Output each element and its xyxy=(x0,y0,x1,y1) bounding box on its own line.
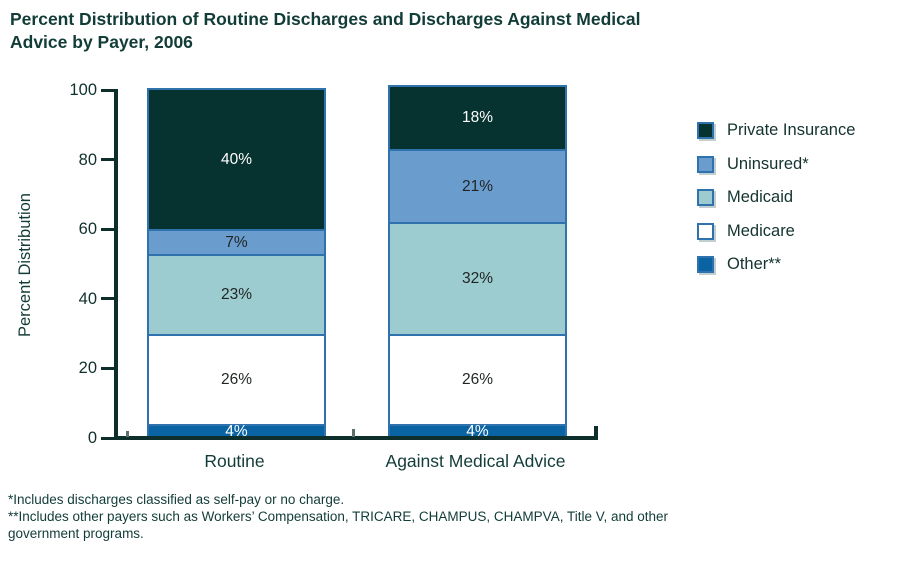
segment-value-label: 4% xyxy=(225,423,248,441)
bar-segment-medicaid: 32% xyxy=(390,222,565,334)
legend-item-medicare: Medicare xyxy=(697,222,855,241)
x-label-against-medical-advice: Against Medical Advice xyxy=(385,451,566,471)
baseline-tick-mid xyxy=(352,429,355,437)
segment-value-label: 21% xyxy=(461,177,494,195)
segment-value-label: 26% xyxy=(461,371,494,389)
y-axis-title: Percent Distribution xyxy=(16,193,34,337)
y-tick-100 xyxy=(101,88,114,92)
bar-segment-private-insurance: 40% xyxy=(149,90,324,230)
legend-item-medicaid: Medicaid xyxy=(697,188,855,207)
segment-value-label: 7% xyxy=(225,233,248,251)
bar-segment-medicare: 26% xyxy=(149,333,324,425)
x-axis-line xyxy=(114,436,598,440)
footnotes: *Includes discharges classified as self-… xyxy=(8,491,708,542)
baseline-tick-left xyxy=(126,431,129,437)
legend-swatch-icon xyxy=(697,222,714,240)
legend-item-private-insurance: Private Insurance xyxy=(697,121,855,140)
legend-swatch-icon xyxy=(697,122,714,139)
bar-segment-private-insurance: 18% xyxy=(390,86,565,150)
footnote-uninsured: *Includes discharges classified as self-… xyxy=(8,492,345,507)
segment-value-label: 4% xyxy=(466,423,489,441)
y-tick-label-80: 80 xyxy=(78,150,97,169)
y-tick-20 xyxy=(101,366,114,370)
y-tick-label-0: 0 xyxy=(87,429,97,447)
chart-title: Percent Distribution of Routine Discharg… xyxy=(10,9,641,53)
footnote-other: **Includes other payers such as Workers’… xyxy=(8,509,669,541)
segment-value-label: 18% xyxy=(461,109,494,127)
y-tick-0 xyxy=(101,436,114,440)
legend-swatch-icon xyxy=(697,189,714,206)
segment-value-label: 32% xyxy=(461,270,494,288)
bar-segment-medicaid: 23% xyxy=(149,253,324,334)
bar-routine: 40% 7% 23% 26% 4% xyxy=(147,88,326,441)
legend-label: Other** xyxy=(727,255,782,273)
y-tick-label-20: 20 xyxy=(78,359,97,378)
legend-swatch-icon xyxy=(697,155,714,173)
y-tick-40 xyxy=(101,297,114,301)
legend-item-uninsured-: Uninsured* xyxy=(697,155,855,174)
y-axis-line xyxy=(114,89,118,440)
bar-segment-uninsured-: 7% xyxy=(149,229,324,254)
y-tick-60 xyxy=(101,227,114,231)
bar-segment-other-: 4% xyxy=(149,423,324,441)
y-tick-label-60: 60 xyxy=(78,220,97,239)
legend-label: Private Insurance xyxy=(727,121,856,139)
legend-label: Medicaid xyxy=(727,188,794,206)
y-tick-label-100: 100 xyxy=(69,81,97,99)
legend: Private Insurance Uninsured* Medicaid Medic… xyxy=(697,121,855,289)
legend-item-other-: Other** xyxy=(697,255,855,274)
segment-value-label: 23% xyxy=(220,285,253,303)
bar-segment-medicare: 26% xyxy=(390,333,565,425)
baseline-tick-end xyxy=(594,426,598,438)
x-label-routine: Routine xyxy=(204,451,265,471)
legend-label: Uninsured* xyxy=(727,154,809,173)
segment-value-label: 40% xyxy=(220,150,253,168)
legend-label: Medicare xyxy=(727,221,795,240)
y-tick-label-40: 40 xyxy=(78,289,97,308)
segment-value-label: 26% xyxy=(220,371,253,389)
bar-segment-other-: 4% xyxy=(390,423,565,441)
bar-against-medical-advice: 18% 21% 32% 26% 4% xyxy=(388,84,567,441)
legend-swatch-icon xyxy=(697,256,714,273)
bar-segment-uninsured-: 21% xyxy=(390,149,565,223)
y-tick-80 xyxy=(101,158,114,162)
